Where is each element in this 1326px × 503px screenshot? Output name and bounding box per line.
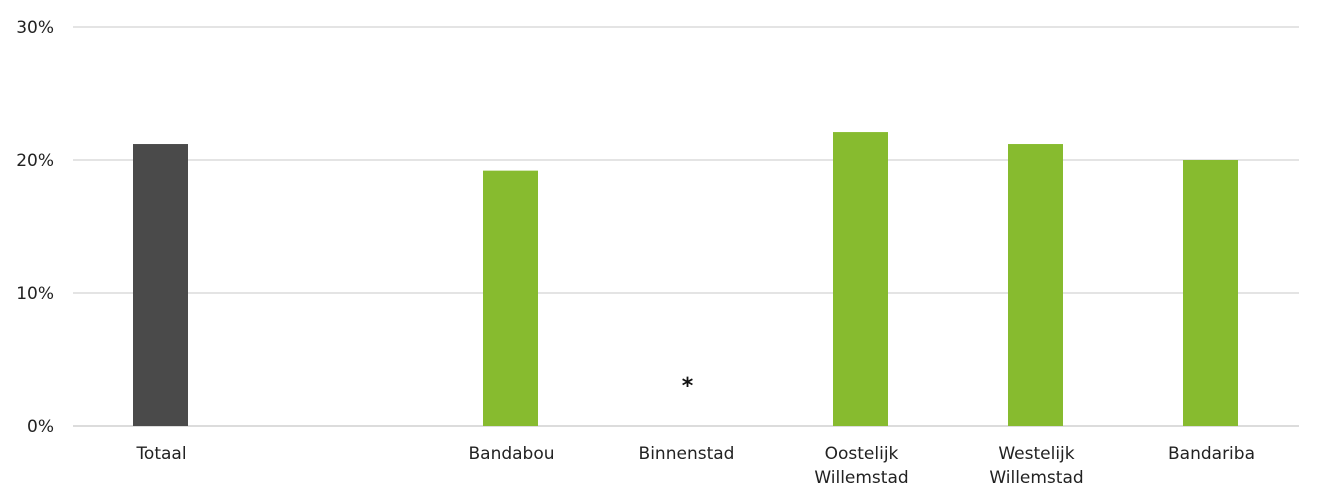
y-tick-label: 30%	[16, 18, 54, 38]
y-axis-tick-labels: 0% 10% 20% 30%	[16, 18, 54, 437]
asterisk-marker: *	[682, 374, 694, 399]
x-axis-category-labels: Totaal Bandabou Binnenstad Oostelijk Willems…	[135, 444, 1255, 488]
x-category-label: Binnenstad	[639, 444, 735, 464]
y-tick-label: 0%	[27, 417, 54, 437]
bars	[133, 132, 1238, 427]
y-tick-label: 20%	[16, 151, 54, 171]
x-category-label: Oostelijk	[825, 444, 899, 464]
bar-westelijk-willemstad	[1008, 144, 1063, 427]
x-category-label: Willemstad	[989, 468, 1083, 488]
gridlines	[73, 26, 1299, 427]
bar-oostelijk-willemstad	[833, 132, 888, 426]
x-category-label: Westelijk	[998, 444, 1074, 464]
y-tick-label: 10%	[16, 284, 54, 304]
bar-totaal	[133, 144, 188, 427]
bar-bandabou	[483, 170, 538, 426]
markers: *	[682, 374, 694, 399]
bar-bandariba	[1183, 160, 1238, 426]
x-category-label: Willemstad	[814, 468, 908, 488]
x-category-label: Bandabou	[468, 444, 554, 464]
x-category-label: Bandariba	[1168, 444, 1255, 464]
x-category-label: Totaal	[135, 444, 186, 464]
